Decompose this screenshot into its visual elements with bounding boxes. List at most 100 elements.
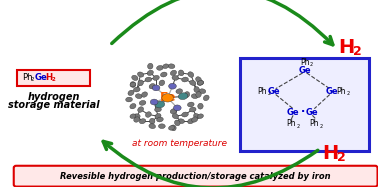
Text: Ge: Ge: [34, 73, 47, 82]
Ellipse shape: [169, 63, 174, 69]
Ellipse shape: [197, 114, 203, 119]
Text: 2: 2: [52, 77, 56, 82]
Text: H: H: [45, 73, 52, 82]
Ellipse shape: [177, 88, 182, 94]
Ellipse shape: [138, 80, 144, 86]
Text: storage material: storage material: [8, 100, 99, 110]
Ellipse shape: [194, 87, 200, 92]
Text: Ge: Ge: [287, 108, 299, 117]
Ellipse shape: [197, 81, 203, 85]
Ellipse shape: [170, 70, 176, 76]
Text: Ph: Ph: [257, 87, 267, 96]
Text: Ph: Ph: [22, 73, 33, 82]
Text: 2: 2: [267, 91, 271, 96]
Ellipse shape: [197, 80, 204, 85]
Ellipse shape: [169, 125, 175, 130]
Text: Ge: Ge: [268, 87, 280, 96]
Ellipse shape: [132, 75, 138, 81]
Text: 2: 2: [347, 91, 350, 96]
Ellipse shape: [187, 102, 194, 107]
Text: 2: 2: [336, 151, 345, 164]
Text: ·: ·: [301, 107, 305, 117]
Ellipse shape: [130, 103, 136, 109]
Ellipse shape: [134, 114, 140, 119]
Ellipse shape: [159, 80, 165, 85]
Ellipse shape: [146, 112, 151, 117]
Ellipse shape: [174, 105, 181, 111]
Ellipse shape: [174, 120, 181, 125]
Text: hydrogen: hydrogen: [28, 92, 80, 102]
Ellipse shape: [163, 64, 169, 68]
Text: Ge: Ge: [298, 66, 311, 75]
Ellipse shape: [169, 83, 176, 89]
Ellipse shape: [190, 80, 195, 86]
Ellipse shape: [156, 117, 163, 122]
Text: H: H: [338, 38, 355, 56]
Ellipse shape: [145, 77, 152, 82]
Text: Fe: Fe: [160, 91, 176, 104]
Text: Ph: Ph: [310, 119, 319, 128]
Ellipse shape: [147, 70, 153, 76]
Text: 2: 2: [319, 124, 323, 129]
Ellipse shape: [182, 112, 188, 117]
Text: Ph: Ph: [300, 58, 310, 67]
Ellipse shape: [147, 63, 153, 69]
Ellipse shape: [140, 118, 146, 124]
Ellipse shape: [187, 119, 194, 124]
Ellipse shape: [191, 94, 198, 99]
Ellipse shape: [195, 92, 201, 97]
Ellipse shape: [200, 88, 205, 94]
Ellipse shape: [138, 107, 144, 112]
Ellipse shape: [142, 92, 147, 97]
Ellipse shape: [194, 113, 199, 119]
Ellipse shape: [182, 77, 188, 82]
FancyBboxPatch shape: [17, 70, 90, 86]
Ellipse shape: [198, 103, 203, 109]
Ellipse shape: [155, 107, 161, 112]
Ellipse shape: [149, 84, 155, 89]
Ellipse shape: [134, 117, 139, 122]
Ellipse shape: [152, 85, 160, 91]
Ellipse shape: [173, 75, 178, 81]
Ellipse shape: [159, 123, 165, 129]
Ellipse shape: [128, 91, 134, 95]
Text: 2: 2: [310, 62, 313, 67]
FancyBboxPatch shape: [14, 166, 378, 187]
Ellipse shape: [125, 97, 132, 102]
Ellipse shape: [184, 92, 190, 97]
Ellipse shape: [170, 109, 177, 114]
Ellipse shape: [162, 94, 174, 102]
Ellipse shape: [153, 75, 159, 80]
Ellipse shape: [135, 94, 142, 99]
Text: H: H: [322, 144, 338, 163]
Text: 2: 2: [353, 45, 362, 58]
Ellipse shape: [161, 72, 166, 77]
Ellipse shape: [170, 125, 177, 130]
Text: at room temperature: at room temperature: [132, 139, 227, 148]
Ellipse shape: [189, 107, 196, 112]
Text: Ge: Ge: [325, 87, 338, 96]
Ellipse shape: [149, 119, 155, 124]
FancyBboxPatch shape: [240, 58, 369, 151]
Ellipse shape: [178, 118, 184, 124]
Ellipse shape: [192, 117, 198, 122]
Ellipse shape: [130, 82, 136, 87]
Ellipse shape: [178, 70, 184, 76]
Ellipse shape: [138, 72, 144, 77]
Ellipse shape: [187, 72, 194, 77]
Text: Ge: Ge: [306, 108, 319, 117]
Ellipse shape: [203, 95, 209, 101]
Ellipse shape: [139, 100, 146, 105]
Ellipse shape: [178, 93, 188, 100]
Ellipse shape: [150, 123, 155, 129]
Ellipse shape: [155, 114, 161, 119]
Text: 2: 2: [31, 77, 34, 82]
Ellipse shape: [155, 101, 165, 108]
Text: Ph: Ph: [336, 87, 346, 96]
Ellipse shape: [130, 82, 136, 87]
Text: 2: 2: [296, 124, 299, 129]
Ellipse shape: [196, 77, 201, 82]
Text: Ph: Ph: [287, 119, 296, 128]
Ellipse shape: [150, 99, 158, 105]
Text: Revesible hydrogen production/storage catalyzed by iron: Revesible hydrogen production/storage ca…: [60, 172, 331, 181]
